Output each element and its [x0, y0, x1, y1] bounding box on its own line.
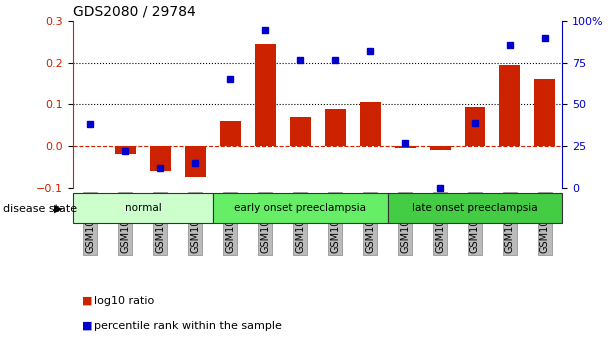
Text: ■: ■ [82, 296, 92, 306]
Bar [534, 80, 556, 146]
Text: GDS2080 / 29784: GDS2080 / 29784 [73, 5, 196, 19]
Bar [465, 107, 485, 146]
Bar [213, 193, 388, 223]
Text: normal: normal [125, 203, 161, 213]
Bar [289, 117, 311, 146]
Bar [429, 146, 451, 150]
Text: disease state: disease state [3, 204, 77, 214]
Text: ■: ■ [82, 321, 92, 331]
Bar [255, 44, 276, 146]
Text: ▶: ▶ [54, 204, 63, 214]
Bar [360, 102, 381, 146]
Bar [395, 146, 415, 148]
Bar [115, 146, 136, 154]
Text: percentile rank within the sample: percentile rank within the sample [94, 321, 282, 331]
Bar [150, 146, 171, 171]
Bar [499, 65, 520, 146]
Text: log10 ratio: log10 ratio [94, 296, 154, 306]
Bar [73, 193, 213, 223]
Text: early onset preeclampsia: early onset preeclampsia [234, 203, 366, 213]
Text: late onset preeclampsia: late onset preeclampsia [412, 203, 538, 213]
Bar [185, 146, 206, 177]
Bar [388, 193, 562, 223]
Bar [220, 121, 241, 146]
Bar [325, 109, 345, 146]
